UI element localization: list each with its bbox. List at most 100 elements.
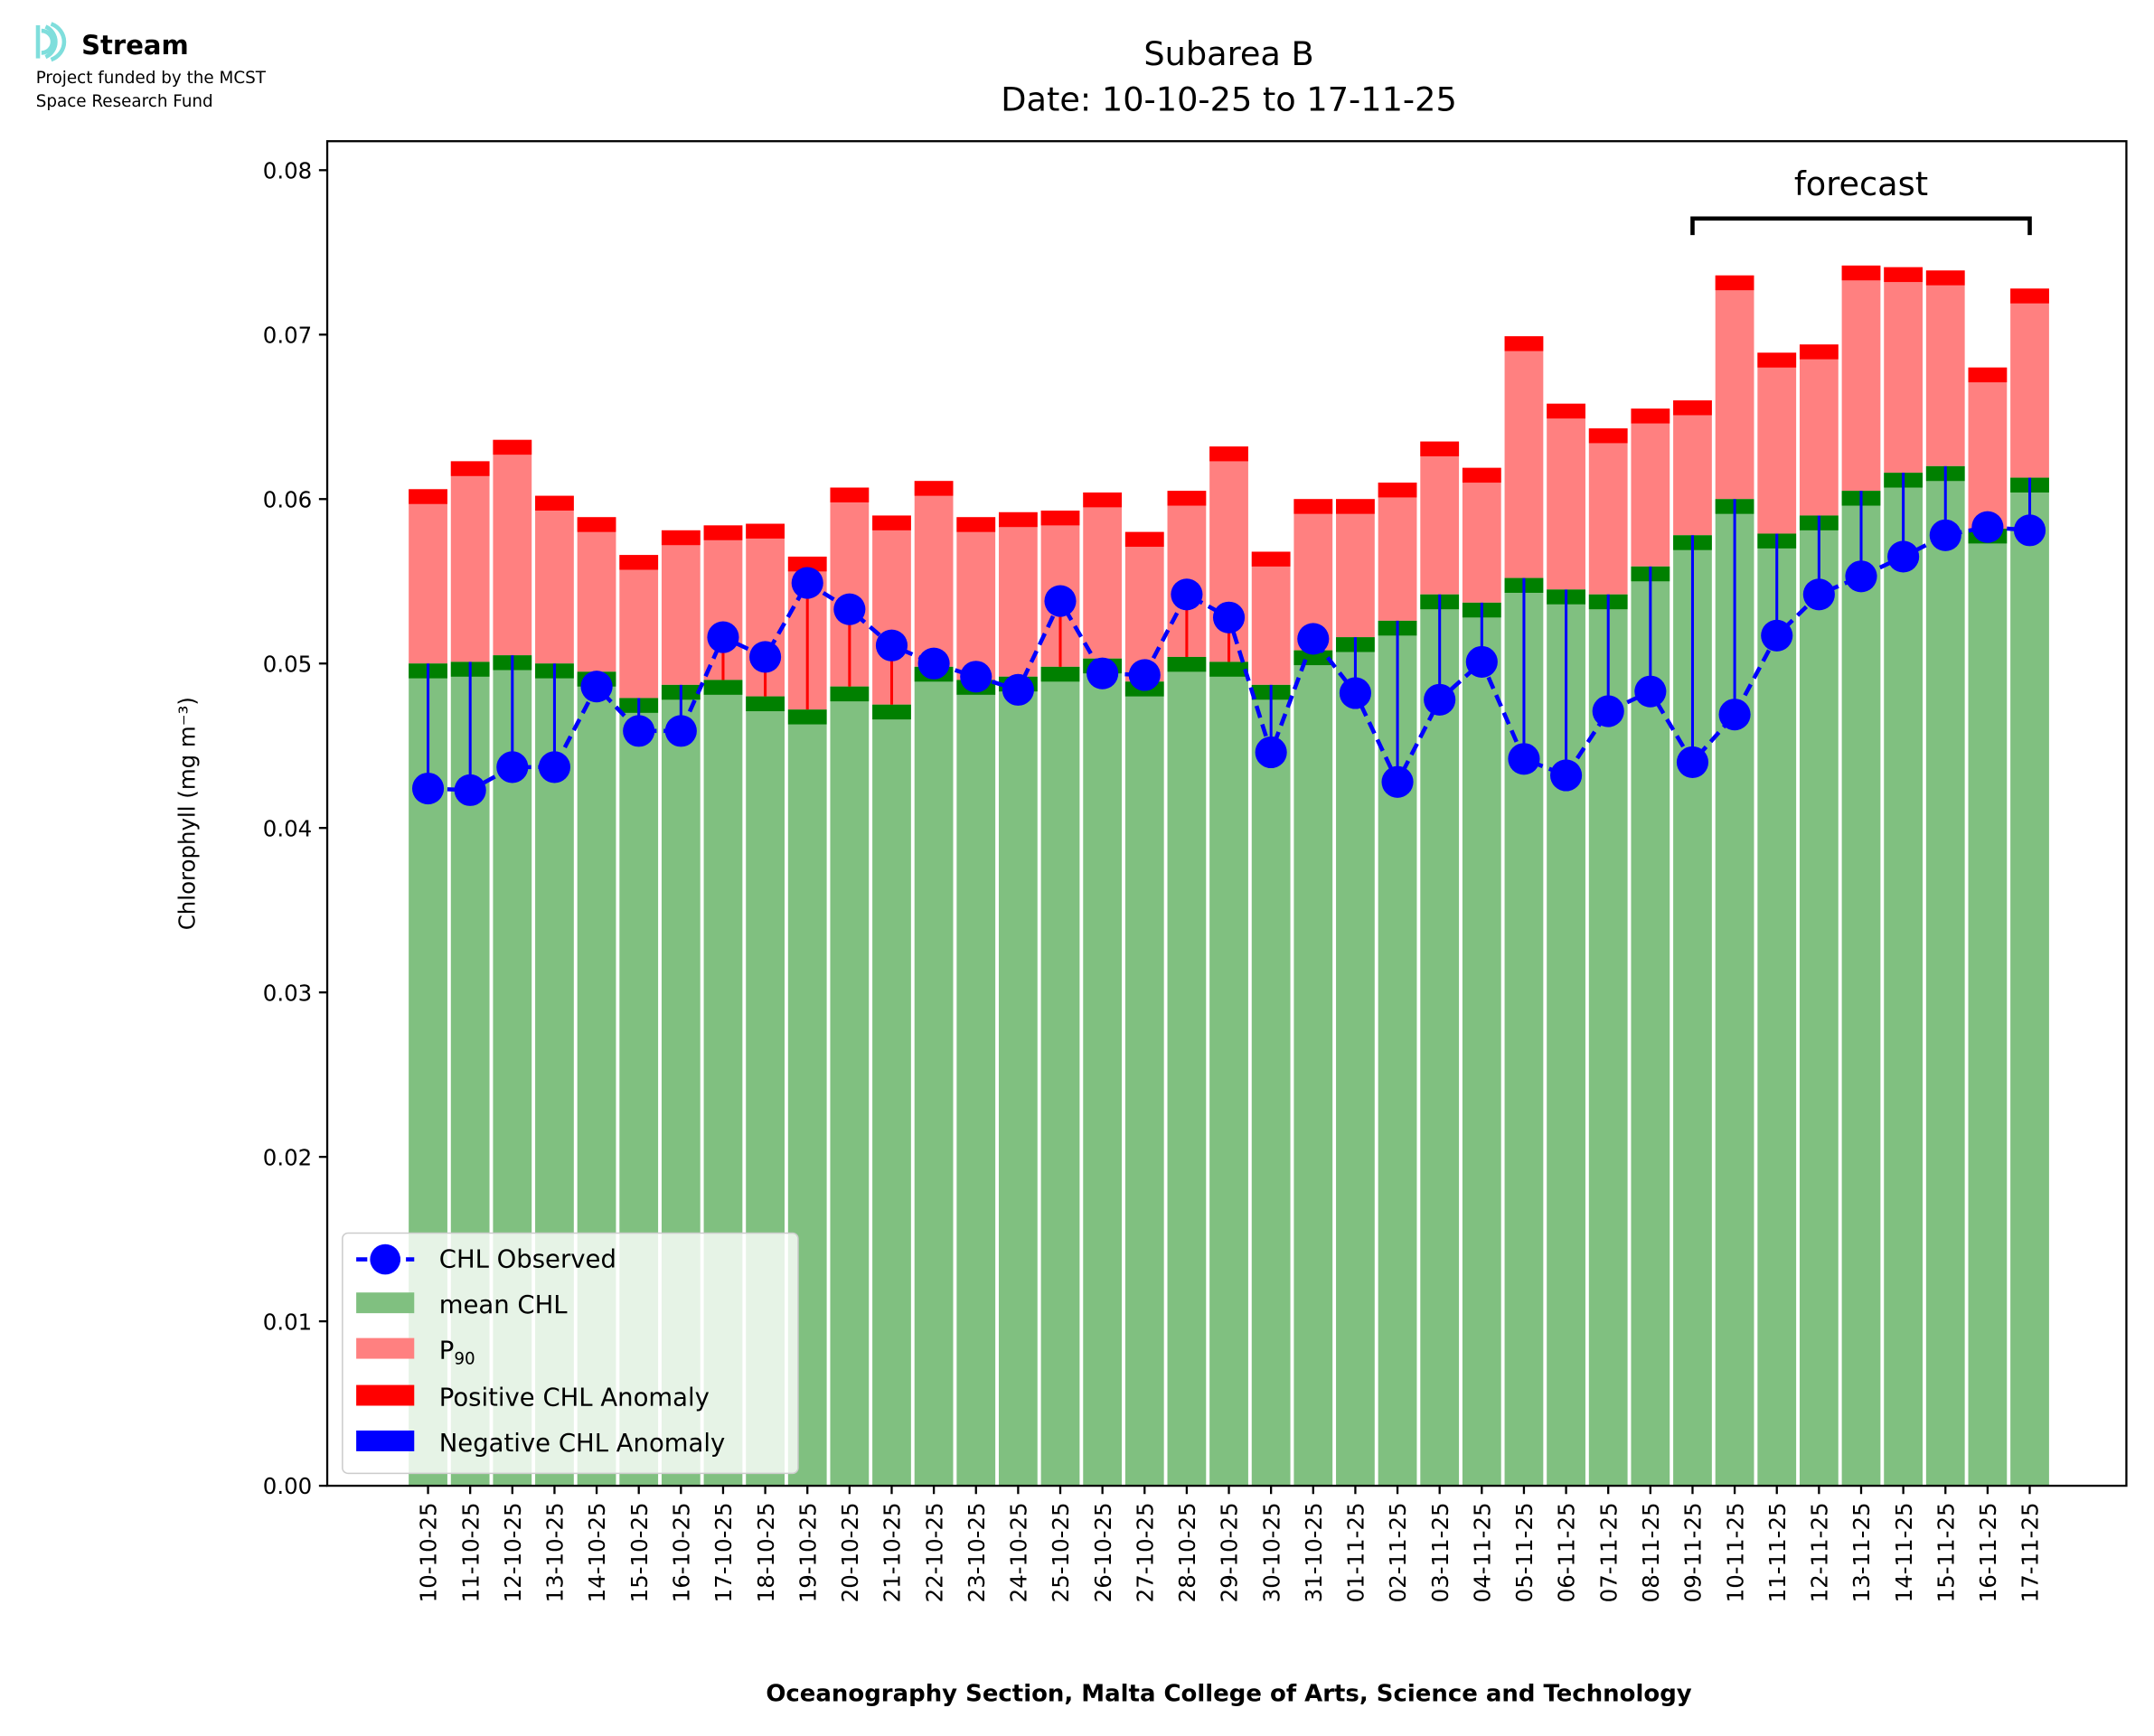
- p90-bar: [1588, 428, 1628, 595]
- legend: CHL Observed mean CHL P90 Positive CHL A…: [342, 1232, 799, 1475]
- mean-bar: [1293, 650, 1333, 1487]
- y-tick-label: 0.08: [263, 157, 312, 183]
- x-tick-label: 12-10-25: [500, 1502, 526, 1602]
- y-tick-label: 0.04: [263, 815, 312, 841]
- p90-bar: [1968, 367, 2008, 530]
- mean-bar: [1209, 662, 1248, 1487]
- p90-band: [619, 555, 659, 570]
- observed-point: [1550, 759, 1583, 792]
- p90-bar: [1547, 403, 1585, 590]
- p90-bar: [1841, 265, 1881, 492]
- mean-bar: [1884, 473, 1924, 1487]
- observed-point: [833, 593, 866, 625]
- legend-label-observed: CHL Observed: [439, 1245, 616, 1274]
- x-tick-label: 17-11-25: [2018, 1502, 2044, 1602]
- p90-band: [577, 517, 616, 532]
- legend-p90-swatch: [356, 1337, 415, 1359]
- p90-bar: [1420, 441, 1460, 595]
- x-tick-label: 12-11-25: [1807, 1502, 1833, 1602]
- x-tick-label: 25-10-25: [1048, 1502, 1074, 1602]
- p90-bar: [998, 511, 1038, 677]
- mean-bar: [1799, 515, 1839, 1487]
- observed-point: [1086, 657, 1119, 690]
- p90-band: [1293, 499, 1333, 514]
- mean-band: [1167, 656, 1207, 672]
- mean-bar: [914, 666, 954, 1487]
- p90-band: [1167, 491, 1207, 506]
- x-tick-label: 11-10-25: [457, 1502, 484, 1602]
- plot-area: [409, 265, 2049, 1487]
- observed-point: [411, 772, 445, 805]
- y-tick-label: 0.06: [263, 486, 312, 512]
- p90-band: [1336, 499, 1375, 514]
- x-tick-label: 19-10-25: [795, 1502, 821, 1602]
- p90-bar: [1631, 408, 1670, 567]
- p90-band: [450, 461, 490, 476]
- logo-funding-line2: Space Research Fund: [36, 92, 213, 111]
- p90-band: [535, 495, 574, 511]
- y-axis: 0.00 0.01 0.02 0.03 0.04 0.05 0.06 0.07 0.08: [263, 157, 328, 1499]
- observed-point: [664, 715, 697, 747]
- p90-band: [1968, 367, 2008, 383]
- observed-point: [1297, 623, 1330, 655]
- x-tick-label: 17-10-25: [710, 1502, 737, 1602]
- p90-bar: [1251, 551, 1291, 685]
- observed-point: [1044, 585, 1077, 617]
- p90-bar: [1757, 352, 1797, 534]
- mean-bar: [2010, 477, 2049, 1487]
- p90-bar: [1673, 400, 1712, 536]
- observed-point: [749, 641, 782, 673]
- observed-point: [1929, 519, 1961, 551]
- x-tick-label: 27-10-25: [1132, 1502, 1158, 1602]
- observed-point: [496, 751, 529, 784]
- x-tick-label: 08-11-25: [1638, 1502, 1664, 1602]
- observed-point: [1634, 675, 1667, 708]
- p90-band: [1040, 510, 1080, 526]
- x-tick-label: 28-10-25: [1174, 1502, 1200, 1602]
- p90-band: [830, 487, 870, 502]
- forecast-bracket: [1690, 216, 2032, 236]
- p90-bar: [1462, 467, 1501, 603]
- y-tick-label: 0.00: [263, 1473, 312, 1499]
- y-tick-label: 0.03: [263, 980, 312, 1006]
- p90-band: [1251, 551, 1291, 567]
- p90-bar: [1083, 492, 1123, 659]
- mean-band: [746, 696, 785, 712]
- observed-point: [1887, 540, 1920, 573]
- observed-point: [580, 671, 613, 703]
- observed-point: [960, 661, 992, 693]
- p90-bar: [409, 489, 447, 664]
- p90-band: [661, 530, 701, 546]
- observed-point: [791, 567, 823, 599]
- p90-band: [2010, 288, 2049, 304]
- p90-band: [872, 515, 911, 530]
- observed-point: [1802, 578, 1835, 611]
- mean-bar: [1083, 658, 1123, 1487]
- p90-band: [956, 517, 996, 532]
- p90-band: [1799, 344, 1839, 360]
- p90-band: [1884, 267, 1924, 283]
- x-tick-label: 04-11-25: [1469, 1502, 1495, 1602]
- p90-bar: [1925, 270, 1965, 466]
- x-tick-label: 30-10-25: [1258, 1502, 1284, 1602]
- observed-point: [2013, 514, 2046, 547]
- p90-bar: [661, 530, 701, 685]
- p90-bar: [956, 517, 996, 680]
- p90-band: [998, 511, 1038, 528]
- y-tick-label: 0.07: [263, 322, 312, 348]
- x-tick-label: 15-11-25: [1933, 1502, 1959, 1602]
- observed-point: [707, 621, 739, 653]
- x-tick-label: 21-10-25: [879, 1502, 906, 1602]
- mean-bar: [1167, 656, 1207, 1487]
- mean-band: [830, 686, 870, 702]
- observed-point: [1381, 765, 1414, 798]
- x-tick-label: 13-10-25: [542, 1502, 569, 1602]
- legend-positive-swatch: [356, 1384, 415, 1406]
- x-tick-label: 06-11-25: [1554, 1502, 1580, 1602]
- mean-bar: [1040, 666, 1080, 1487]
- p90-band: [409, 489, 447, 504]
- x-tick-label: 23-10-25: [964, 1502, 990, 1602]
- x-tick-label: 29-10-25: [1217, 1502, 1243, 1602]
- p90-bar: [1884, 267, 1924, 474]
